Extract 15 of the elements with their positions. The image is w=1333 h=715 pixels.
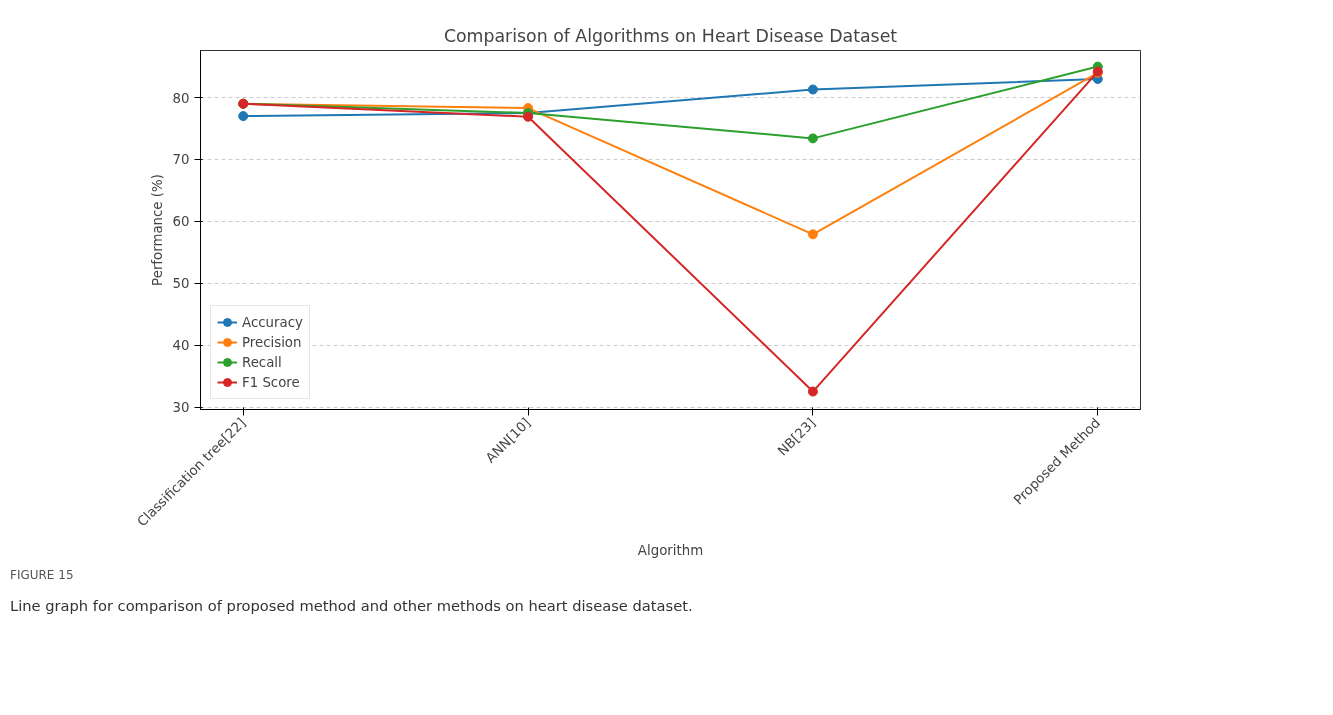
text: Line graph for comparison of proposed method and other methods on heart disease dataset. — [10, 596, 693, 617]
y-tick-label: 40 — [172, 338, 190, 354]
chart-title: Comparison of Algorithms on Heart Disease Dataset — [443, 25, 898, 46]
legend-label: Accuracy — [242, 314, 303, 330]
y-tick-label: 80 — [172, 90, 190, 106]
y-tick-label: 30 — [172, 400, 190, 416]
caption: FIGURE 15 — [10, 567, 74, 584]
legend-label: Recall — [242, 354, 282, 370]
x-axis-title: Algorithm — [637, 542, 704, 558]
y-tick-label: 50 — [172, 276, 190, 292]
y-tick-label: 60 — [172, 214, 190, 230]
y-tick-label: 70 — [172, 152, 190, 168]
y-axis-title: Performance (%) — [149, 174, 165, 286]
legend-label: Precision — [242, 334, 302, 350]
legend-label: F1 Score — [242, 374, 300, 390]
